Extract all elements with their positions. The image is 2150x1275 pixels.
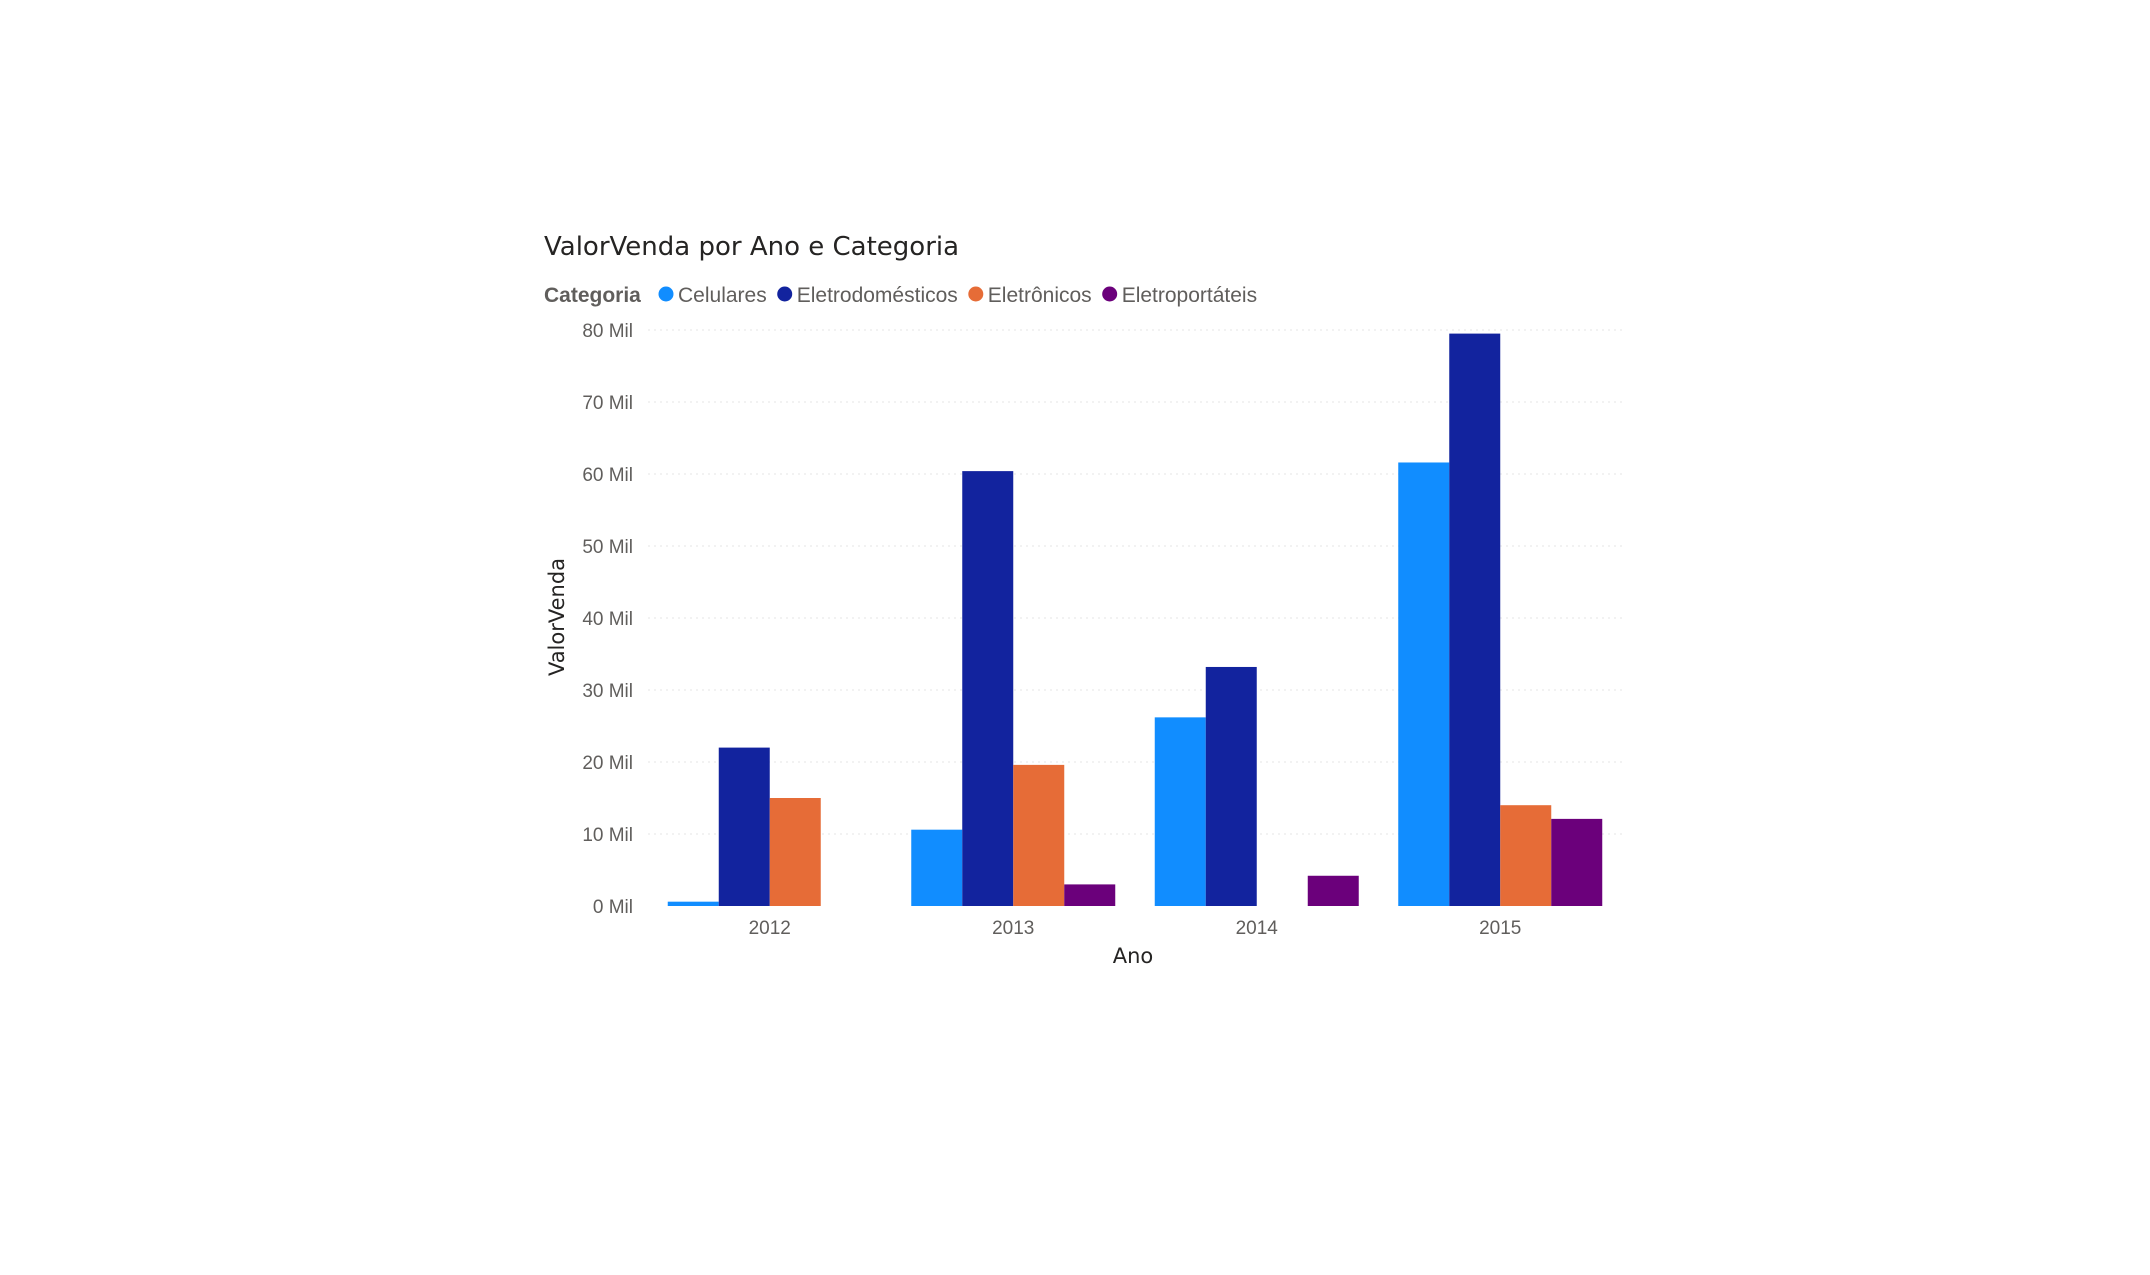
bar[interactable] <box>769 798 821 906</box>
legend-marker <box>1102 286 1118 302</box>
y-tick-label: 40 Mil <box>582 609 633 630</box>
y-tick-label: 10 Mil <box>582 825 633 846</box>
x-axis: 2012 2013 2014 2015 <box>749 918 1522 939</box>
legend: Categoria Celulares Eletrodomésticos Eletr… <box>544 284 1257 307</box>
x-tick-label: 2015 <box>1479 918 1521 939</box>
bar[interactable] <box>1064 884 1116 906</box>
bar[interactable] <box>1205 666 1257 906</box>
legend-label: Eletrodomésticos <box>797 284 958 307</box>
legend-label: Eletroportáteis <box>1122 284 1257 307</box>
y-tick-label: 50 Mil <box>582 537 633 558</box>
bar[interactable] <box>718 747 770 906</box>
y-axis-title: ValorVenda <box>545 558 569 676</box>
legend-marker <box>777 286 793 302</box>
bar[interactable] <box>1398 462 1450 906</box>
y-tick-label: 0 Mil <box>593 897 633 918</box>
y-tick-label: 70 Mil <box>582 393 633 414</box>
x-tick-label: 2012 <box>749 918 791 939</box>
bars <box>667 333 1603 907</box>
bar[interactable] <box>1449 333 1501 907</box>
x-tick-label: 2013 <box>992 918 1034 939</box>
gridlines <box>648 329 1622 835</box>
y-tick-label: 80 Mil <box>582 321 633 342</box>
chart-title: ValorVenda por Ano e Categoria <box>544 232 959 262</box>
bar[interactable] <box>1500 805 1552 906</box>
bar[interactable] <box>1307 875 1359 906</box>
legend-marker <box>968 286 984 302</box>
legend-title: Categoria <box>544 284 641 307</box>
bar[interactable] <box>667 901 719 906</box>
x-tick-label: 2014 <box>1236 918 1279 939</box>
bar[interactable] <box>1551 818 1603 906</box>
bar[interactable] <box>911 829 963 906</box>
x-axis-title: Ano <box>1113 944 1154 968</box>
legend-label: Eletrônicos <box>988 284 1092 307</box>
y-tick-label: 30 Mil <box>582 681 633 702</box>
bar[interactable] <box>1013 764 1065 906</box>
legend-marker <box>658 286 674 302</box>
legend-label: Celulares <box>678 284 767 307</box>
bar[interactable] <box>1154 717 1206 906</box>
bar[interactable] <box>962 471 1014 906</box>
y-tick-label: 20 Mil <box>582 753 633 774</box>
y-tick-label: 60 Mil <box>582 465 633 486</box>
y-axis: 0 Mil 10 Mil 20 Mil 30 Mil 40 Mil 50 Mil 60 Mi… <box>582 321 633 918</box>
